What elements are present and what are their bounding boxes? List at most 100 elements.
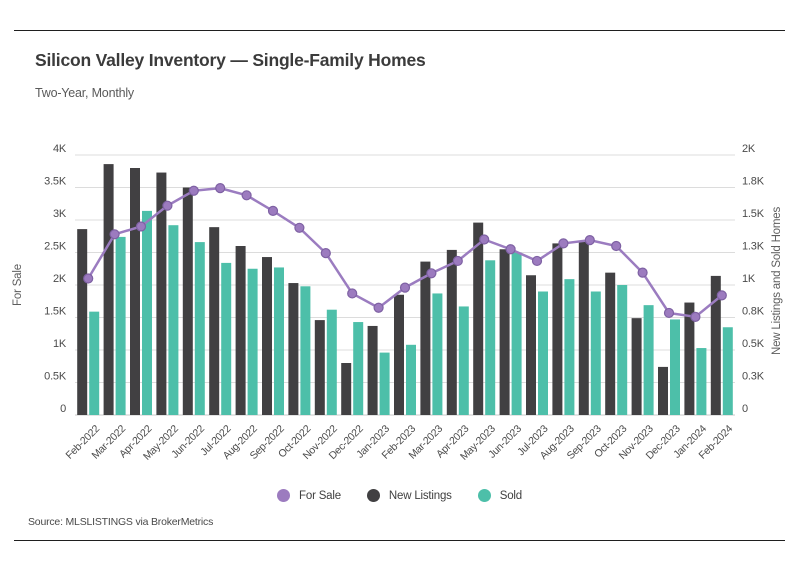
line-point-for-sale [347, 288, 358, 299]
bar-sold [247, 268, 258, 415]
legend-swatch-for-sale [277, 489, 291, 502]
bar-sold [696, 348, 707, 415]
bar-new-listings [77, 229, 88, 415]
legend-swatch-new-listings [366, 489, 380, 502]
bar-sold [194, 242, 205, 415]
right-axis-tick: 1.5K [742, 208, 765, 220]
bar-sold [406, 344, 416, 415]
line-point-for-sale [267, 205, 279, 216]
line-point-for-sale [584, 235, 595, 246]
left-axis-title: For Sale [12, 264, 24, 306]
bar-new-listings [103, 164, 114, 415]
right-axis-tick: 0.8K [742, 306, 765, 318]
line-point-for-sale [83, 273, 94, 284]
line-point-for-sale [663, 307, 675, 319]
bar-new-listings [367, 325, 378, 415]
bar-sold [485, 260, 496, 415]
bar-new-listings [262, 257, 272, 415]
bar-new-listings [684, 302, 695, 415]
line-point-for-sale [399, 282, 411, 293]
bar-new-listings [209, 227, 220, 415]
line-point-for-sale [505, 244, 516, 255]
legend-item: New Listings [366, 489, 452, 502]
bar-sold [511, 252, 522, 415]
left-axis-tick: 2.5K [44, 241, 67, 253]
top-divider [14, 30, 785, 31]
line-point-for-sale [188, 185, 199, 196]
chart-subtitle: Two-Year, Monthly [35, 86, 134, 100]
bar-sold [379, 352, 390, 415]
bar-sold [538, 291, 548, 415]
bar-sold [617, 285, 628, 415]
right-axis-title: New Listings and Sold Homes [771, 206, 783, 355]
right-axis-tick: 0.3K [742, 371, 765, 383]
line-point-for-sale [611, 240, 622, 252]
bar-sold [590, 291, 601, 415]
bar-sold [115, 236, 126, 415]
bar-new-listings [130, 168, 140, 415]
bar-new-listings [499, 249, 510, 415]
right-axis-tick: 0 [742, 403, 748, 415]
bar-sold [89, 311, 100, 415]
line-point-for-sale [690, 311, 701, 322]
left-axis-tick: 2K [53, 273, 67, 285]
bar-sold [564, 279, 575, 415]
line-point-for-sale [452, 255, 463, 267]
line-point-for-sale [637, 267, 648, 278]
line-point-for-sale [479, 234, 490, 245]
legend-label: Sold [499, 489, 522, 502]
bar-new-listings [446, 249, 457, 415]
left-axis-tick: 1.5K [44, 306, 67, 318]
bar-sold [326, 309, 337, 415]
line-point-for-sale [215, 183, 226, 194]
bar-new-listings [420, 261, 431, 415]
bar-new-listings [288, 283, 299, 415]
line-point-for-sale [109, 229, 120, 240]
left-axis-tick: 0 [60, 403, 66, 415]
bar-new-listings [605, 272, 616, 415]
right-axis-tick: 0.5K [742, 338, 765, 350]
bar-sold [353, 322, 364, 415]
bar-new-listings [314, 320, 325, 415]
bar-sold [670, 319, 680, 415]
left-axis-tick: 1K [53, 338, 67, 350]
bottom-divider [14, 540, 785, 541]
legend-swatch-sold [477, 489, 491, 502]
right-axis-tick: 2K [742, 143, 756, 155]
legend-item: For Sale [277, 489, 341, 502]
line-point-for-sale [558, 238, 569, 249]
line-point-for-sale [716, 290, 727, 301]
bar-new-listings [552, 243, 563, 415]
bar-new-listings [182, 187, 193, 415]
bar-new-listings [394, 294, 404, 415]
bar-new-listings [235, 246, 246, 415]
source-note: Source: MLSLISTINGS via BrokerMetrics [28, 516, 214, 528]
line-point-for-sale [373, 302, 384, 313]
line-point-for-sale [135, 221, 147, 232]
bar-new-listings [156, 172, 167, 415]
bar-sold [274, 267, 284, 415]
left-axis-tick: 4K [53, 143, 67, 155]
legend-item: Sold [477, 489, 522, 502]
left-axis-tick: 3K [53, 208, 67, 220]
left-axis-tick: 0.5K [44, 371, 67, 383]
line-point-for-sale [320, 248, 331, 259]
bar-new-listings [578, 240, 589, 415]
bar-sold [300, 286, 311, 415]
line-point-for-sale [531, 255, 543, 267]
bar-new-listings [473, 222, 484, 415]
legend-label: New Listings [388, 489, 452, 502]
bar-sold [458, 306, 469, 415]
right-axis-tick: 1.3K [742, 241, 765, 253]
right-axis-tick: 1K [742, 273, 756, 285]
bar-new-listings [710, 275, 721, 415]
bar-new-listings [658, 366, 668, 415]
line-point-for-sale [162, 200, 173, 211]
bar-sold [221, 262, 232, 415]
line-point-for-sale [241, 190, 252, 201]
bar-new-listings [341, 363, 352, 415]
bar-new-listings [526, 275, 536, 415]
right-axis-tick: 1.8K [742, 176, 765, 188]
